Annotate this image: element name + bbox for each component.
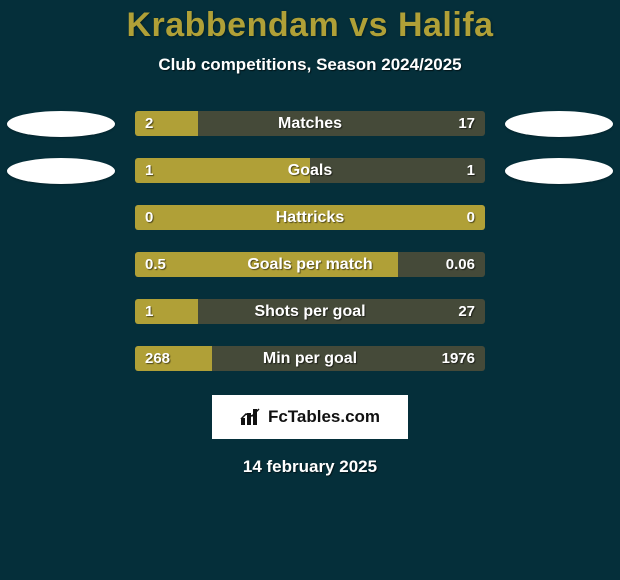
stat-row: Hattricks00: [135, 205, 485, 230]
source-logo: FcTables.com: [212, 395, 408, 439]
team-oval: [7, 111, 115, 137]
stat-row: Shots per goal127: [135, 299, 485, 324]
stat-bars: Matches217 Goals11 Hattricks00 Goals per ma…: [135, 111, 485, 371]
stat-bar-right: [212, 346, 485, 371]
date-text: 14 february 2025: [243, 457, 377, 477]
stat-bar-right: [198, 111, 485, 136]
stat-bar-left: [135, 299, 198, 324]
team-oval: [505, 111, 613, 137]
comparison-infographic: Krabbendam vs Halifa Club competitions, …: [0, 0, 620, 580]
stat-bar-left: [135, 252, 398, 277]
stat-bar-left: [135, 158, 310, 183]
subtitle: Club competitions, Season 2024/2025: [158, 55, 461, 75]
stat-row: Matches217: [135, 111, 485, 136]
stat-bar-right: [398, 252, 486, 277]
stat-row: Goals per match0.50.06: [135, 252, 485, 277]
stat-row: Min per goal2681976: [135, 346, 485, 371]
logo-text: FcTables.com: [268, 407, 380, 427]
stat-bar-right: [310, 158, 485, 183]
stats-area: Matches217 Goals11 Hattricks00 Goals per ma…: [0, 111, 620, 371]
stat-bar-left: [135, 111, 198, 136]
stat-row: Goals11: [135, 158, 485, 183]
page-title: Krabbendam vs Halifa: [126, 6, 493, 45]
team-oval: [505, 158, 613, 184]
barchart-icon: [240, 408, 262, 426]
stat-bar-left: [135, 346, 212, 371]
team-oval: [7, 158, 115, 184]
stat-bar-right: [198, 299, 485, 324]
stat-bar-left: [135, 205, 485, 230]
